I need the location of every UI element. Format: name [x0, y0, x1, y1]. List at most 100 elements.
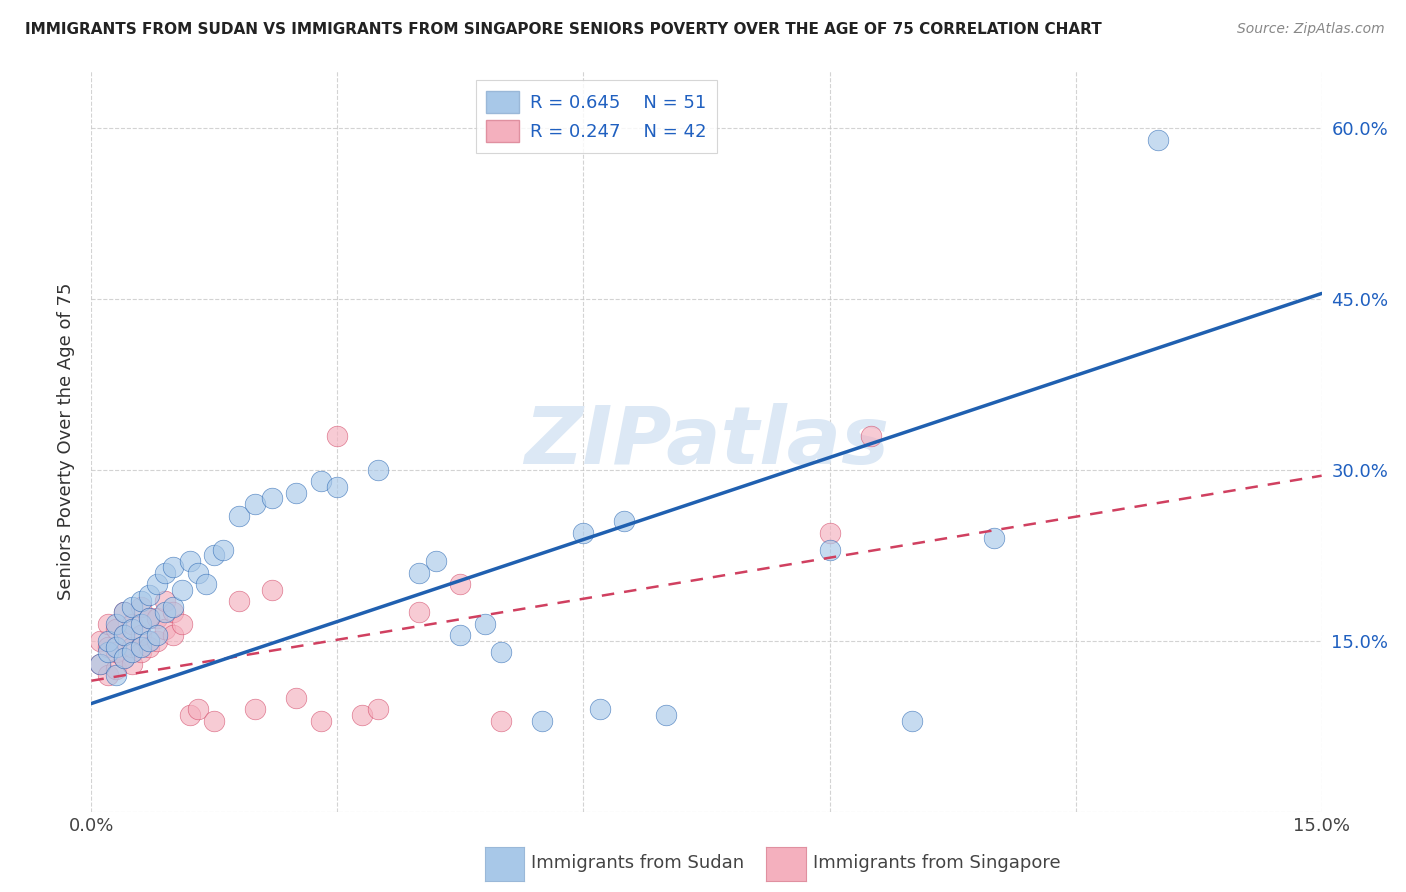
Point [900, 714, 922, 728]
Point [121, 623, 143, 637]
Point [153, 566, 177, 580]
Point [153, 594, 177, 608]
Point [202, 714, 225, 728]
Text: Source: ZipAtlas.com: Source: ZipAtlas.com [1237, 22, 1385, 37]
Point [129, 616, 152, 631]
Point [138, 611, 160, 625]
Point [285, 690, 308, 705]
Point [260, 491, 283, 506]
Point [408, 606, 430, 620]
Point [162, 599, 184, 614]
Point [449, 577, 471, 591]
Point [138, 588, 160, 602]
Point [179, 554, 201, 568]
Point [589, 702, 612, 716]
Point [367, 463, 389, 477]
Point [105, 645, 127, 659]
Point [112, 651, 135, 665]
Point [408, 566, 430, 580]
Point [162, 628, 184, 642]
Point [153, 623, 177, 637]
Point [170, 582, 193, 597]
Legend: R = 0.645    N = 51, R = 0.247    N = 42: R = 0.645 N = 51, R = 0.247 N = 42 [475, 80, 717, 153]
Point [425, 554, 447, 568]
Point [202, 549, 225, 563]
Point [228, 508, 250, 523]
Point [105, 662, 127, 676]
Point [112, 628, 135, 642]
Point [146, 628, 169, 642]
Point [97, 640, 120, 654]
Point [352, 707, 374, 722]
Point [146, 611, 169, 625]
Point [309, 475, 332, 489]
Point [260, 582, 283, 597]
Point [129, 594, 152, 608]
Y-axis label: Seniors Poverty Over the Age of 75: Seniors Poverty Over the Age of 75 [58, 283, 76, 600]
Point [105, 616, 127, 631]
Point [449, 628, 471, 642]
Point [187, 566, 209, 580]
Point [572, 525, 595, 540]
Point [491, 714, 513, 728]
Point [138, 640, 160, 654]
Point [162, 606, 184, 620]
Point [105, 668, 127, 682]
Point [112, 606, 135, 620]
Text: Immigrants from Sudan: Immigrants from Sudan [531, 855, 745, 872]
Text: Immigrants from Singapore: Immigrants from Singapore [813, 855, 1060, 872]
Point [89, 657, 111, 671]
Point [97, 616, 120, 631]
Point [138, 611, 160, 625]
Point [112, 606, 135, 620]
Point [187, 702, 209, 716]
Point [121, 599, 143, 614]
Point [654, 707, 676, 722]
Point [983, 532, 1005, 546]
Point [97, 645, 120, 659]
Point [367, 702, 389, 716]
Point [129, 628, 152, 642]
Point [195, 577, 218, 591]
Point [146, 577, 169, 591]
Point [818, 542, 841, 557]
Point [309, 714, 332, 728]
Point [859, 429, 882, 443]
Point [105, 640, 127, 654]
Point [121, 640, 143, 654]
Point [89, 633, 111, 648]
Point [285, 485, 308, 500]
Point [129, 645, 152, 659]
Point [138, 633, 160, 648]
Point [170, 616, 193, 631]
Point [326, 429, 349, 443]
Point [179, 707, 201, 722]
Point [613, 514, 636, 528]
Point [146, 633, 169, 648]
Point [112, 651, 135, 665]
Point [245, 497, 267, 511]
Point [162, 559, 184, 574]
Point [211, 542, 233, 557]
Point [1146, 133, 1168, 147]
Point [97, 633, 120, 648]
Point [97, 668, 120, 682]
Point [474, 616, 496, 631]
Point [129, 640, 152, 654]
Point [112, 628, 135, 642]
Point [121, 657, 143, 671]
Point [326, 480, 349, 494]
Point [228, 594, 250, 608]
Point [121, 645, 143, 659]
Point [245, 702, 267, 716]
Text: IMMIGRANTS FROM SUDAN VS IMMIGRANTS FROM SINGAPORE SENIORS POVERTY OVER THE AGE : IMMIGRANTS FROM SUDAN VS IMMIGRANTS FROM… [25, 22, 1102, 37]
Point [105, 623, 127, 637]
Point [153, 606, 177, 620]
Point [818, 525, 841, 540]
Point [89, 657, 111, 671]
Text: ZIPatlas: ZIPatlas [524, 402, 889, 481]
Point [531, 714, 554, 728]
Point [129, 599, 152, 614]
Point [491, 645, 513, 659]
Point [121, 616, 143, 631]
